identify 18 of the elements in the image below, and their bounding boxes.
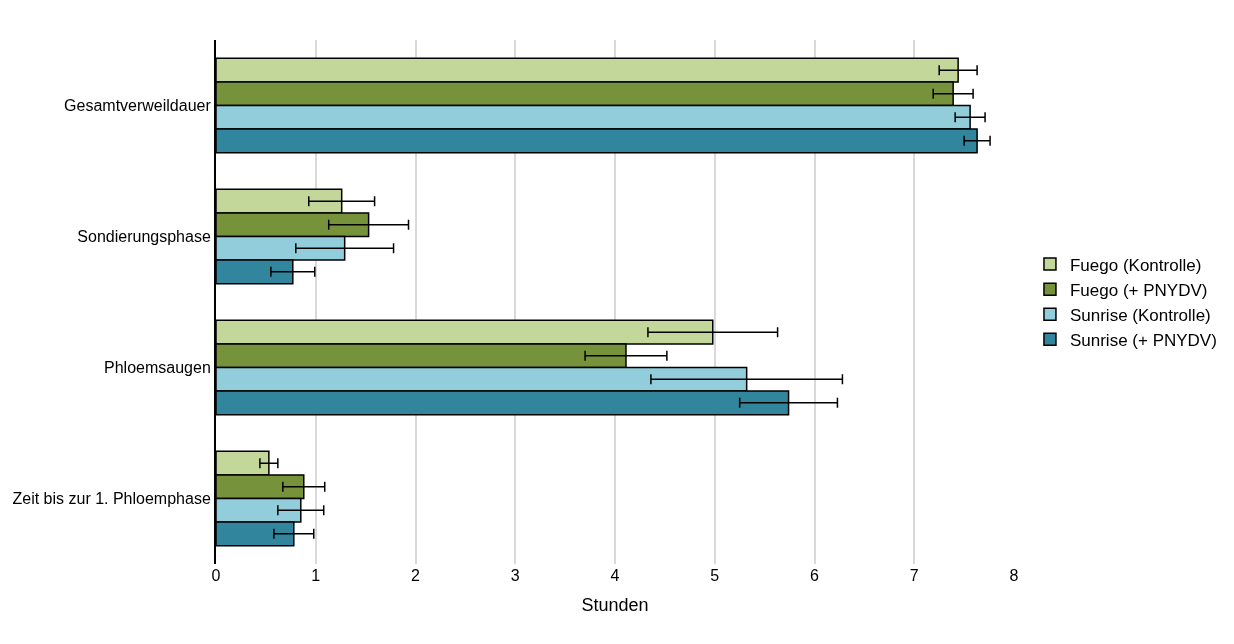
legend-label: Fuego (+ PNYDV): [1069, 280, 1208, 300]
y-tick-label: Zeit bis zur 1. Phloemphase: [12, 490, 211, 508]
x-tick-label: 5: [710, 567, 720, 584]
y-tick-label: Phloemsaugen: [104, 359, 211, 377]
y-tick-label: Gesamtverweildauer: [64, 97, 212, 115]
x-tick-label: 4: [610, 567, 620, 584]
x-tick-label: 2: [411, 567, 421, 584]
x-tick-label: 0: [211, 567, 221, 584]
x-tick-label: 1: [311, 567, 321, 584]
legend-label: Sunrise (+ PNYDV): [1069, 330, 1217, 350]
x-tick-label: 3: [510, 567, 520, 584]
y-tick-label: Sondierungsphase: [77, 228, 211, 246]
x-axis-title: Stunden: [581, 595, 649, 616]
x-tick-label: 6: [810, 567, 820, 584]
x-tick-label: 8: [1009, 567, 1019, 584]
legend-label: Fuego (Kontrolle): [1069, 255, 1202, 275]
x-tick-label: 7: [909, 567, 919, 584]
legend-label: Sunrise (Kontrolle): [1069, 305, 1211, 325]
